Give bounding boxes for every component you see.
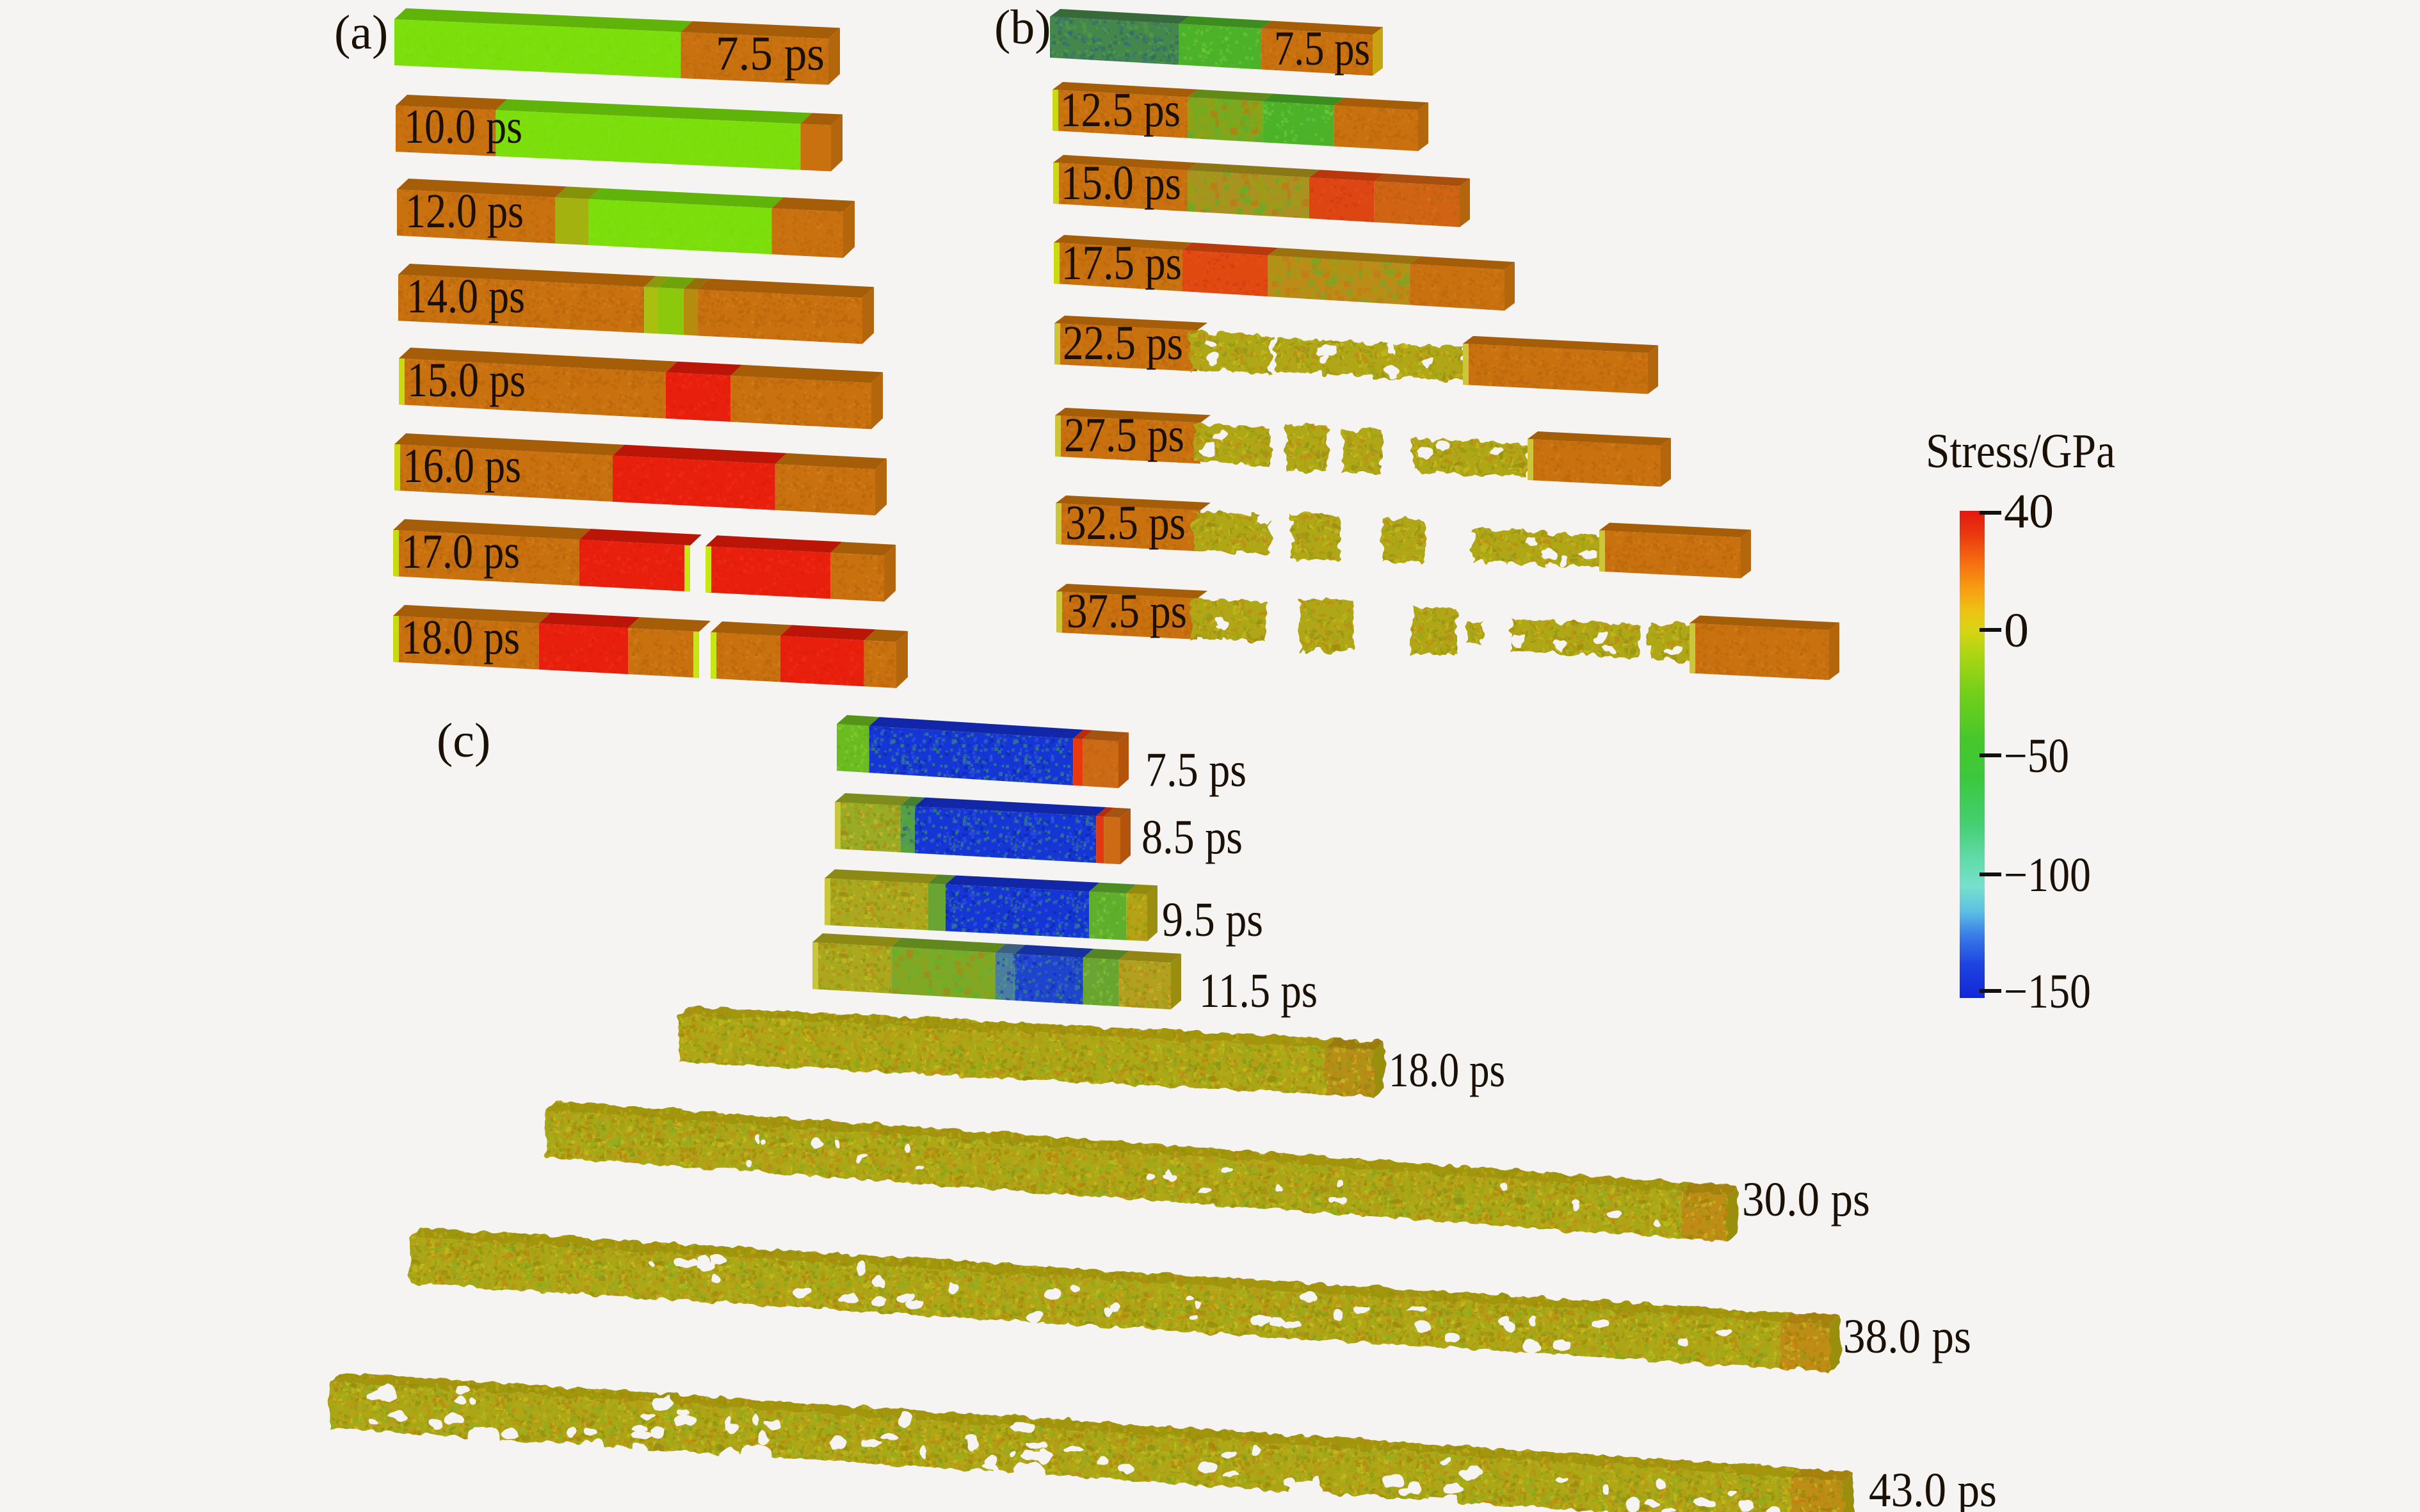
svg-text:17.0 ps: 17.0 ps bbox=[401, 525, 520, 579]
svg-text:15.0 ps: 15.0 ps bbox=[407, 353, 526, 407]
svg-text:37.5 ps: 37.5 ps bbox=[1067, 584, 1187, 638]
svg-text:10.0 ps: 10.0 ps bbox=[404, 100, 522, 154]
svg-text:7.5 ps: 7.5 ps bbox=[1145, 743, 1246, 797]
svg-text:32.5 ps: 32.5 ps bbox=[1065, 496, 1186, 550]
svg-text:Stress/GPa: Stress/GPa bbox=[1926, 424, 2115, 478]
svg-text:18.0 ps: 18.0 ps bbox=[1389, 1043, 1505, 1097]
svg-text:11.5 ps: 11.5 ps bbox=[1199, 964, 1318, 1018]
svg-text:14.0 ps: 14.0 ps bbox=[407, 269, 525, 323]
svg-text:9.5 ps: 9.5 ps bbox=[1162, 893, 1263, 947]
svg-text:(b): (b) bbox=[994, 1, 1051, 54]
svg-text:7.5 ps: 7.5 ps bbox=[1274, 22, 1370, 76]
svg-text:12.0 ps: 12.0 ps bbox=[405, 184, 524, 238]
svg-text:30.0 ps: 30.0 ps bbox=[1742, 1173, 1870, 1226]
svg-text:22.5 ps: 22.5 ps bbox=[1063, 316, 1183, 370]
svg-text:−100: −100 bbox=[2004, 848, 2091, 902]
svg-text:−50: −50 bbox=[2004, 729, 2069, 783]
svg-text:−150: −150 bbox=[2004, 965, 2091, 1018]
svg-text:7.5 ps: 7.5 ps bbox=[716, 27, 825, 81]
svg-text:12.5 ps: 12.5 ps bbox=[1060, 83, 1181, 137]
svg-text:0: 0 bbox=[2004, 604, 2029, 657]
svg-text:(c): (c) bbox=[437, 714, 490, 768]
svg-text:(a): (a) bbox=[334, 6, 388, 60]
svg-text:16.0 ps: 16.0 ps bbox=[403, 439, 521, 493]
svg-text:38.0 ps: 38.0 ps bbox=[1843, 1310, 1971, 1363]
svg-text:15.0 ps: 15.0 ps bbox=[1061, 156, 1181, 210]
svg-text:40: 40 bbox=[2004, 485, 2054, 538]
svg-text:27.5 ps: 27.5 ps bbox=[1064, 408, 1184, 462]
svg-text:43.0 ps: 43.0 ps bbox=[1869, 1463, 1997, 1512]
svg-text:17.5 ps: 17.5 ps bbox=[1061, 236, 1182, 290]
svg-text:8.5 ps: 8.5 ps bbox=[1141, 810, 1243, 864]
svg-text:18.0 ps: 18.0 ps bbox=[401, 611, 520, 664]
